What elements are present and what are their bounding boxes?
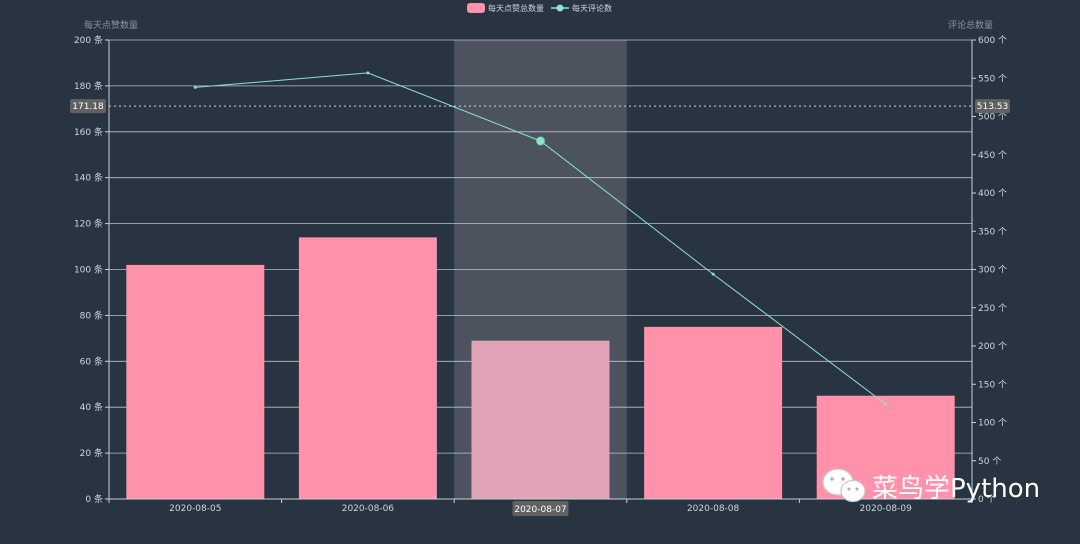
y-left-tick-label: 0 条 bbox=[85, 493, 103, 505]
y-right-axis-title: 评论总数量 bbox=[948, 19, 993, 31]
y-right-tick-label: 600 个 bbox=[978, 35, 1007, 46]
y-left-tick-label: 180 条 bbox=[74, 80, 103, 92]
y-left-tick-label: 100 条 bbox=[74, 264, 103, 276]
y-left-tick-label: 200 条 bbox=[74, 34, 103, 46]
y-left-tick-label: 20 条 bbox=[80, 447, 103, 459]
y-left-tick-label: 60 条 bbox=[80, 355, 103, 367]
x-tick-label: 2020-08-05 bbox=[169, 504, 221, 514]
y-right-tick-label: 500 个 bbox=[978, 112, 1007, 123]
y-left-tick-label: 80 条 bbox=[80, 309, 103, 321]
y-right-tick-label: 100 个 bbox=[978, 418, 1007, 429]
y-right-tick-label: 300 个 bbox=[978, 265, 1007, 276]
legend-line-marker[interactable] bbox=[556, 4, 564, 12]
y-left-axis-title: 每天点赞数量 bbox=[84, 19, 138, 31]
y-left-tick-label: 140 条 bbox=[74, 172, 103, 184]
x-tick-label: 2020-08-06 bbox=[342, 504, 395, 514]
watermark-text: 菜鸟学Python bbox=[872, 474, 1040, 504]
bar[interactable] bbox=[126, 264, 265, 499]
bar[interactable] bbox=[644, 326, 783, 499]
y-right-tick-label: 450 个 bbox=[978, 150, 1007, 161]
wechat-icon bbox=[822, 468, 866, 503]
legend-bar-label[interactable]: 每天点赞总数量 bbox=[488, 3, 544, 13]
y-right-tick-label: 200 个 bbox=[978, 341, 1007, 352]
legend-line-label[interactable]: 每天评论数 bbox=[572, 3, 612, 13]
bar[interactable] bbox=[298, 237, 437, 499]
line-point[interactable] bbox=[536, 136, 545, 146]
watermark: 菜鸟学Python bbox=[822, 468, 1040, 504]
crosshair-left-label: 171.18 bbox=[72, 102, 104, 112]
y-right-tick-label: 50 个 bbox=[978, 456, 1001, 467]
bar[interactable] bbox=[471, 340, 610, 499]
y-right-tick-label: 0 个 bbox=[978, 494, 996, 505]
y-left-tick-label: 160 条 bbox=[74, 126, 103, 138]
y-right-tick-label: 150 个 bbox=[978, 379, 1007, 390]
x-tick-label: 2020-08-08 bbox=[687, 504, 740, 514]
line-point[interactable] bbox=[366, 71, 370, 75]
line-point[interactable] bbox=[711, 272, 715, 276]
y-right-tick-label: 350 个 bbox=[978, 226, 1007, 237]
line-point[interactable] bbox=[193, 85, 197, 89]
crosshair-x-box bbox=[512, 501, 569, 516]
y-right-tick-label: 250 个 bbox=[978, 303, 1007, 314]
crosshair-right-label: 513.53 bbox=[977, 102, 1009, 112]
y-right-tick-label: 400 个 bbox=[978, 188, 1007, 199]
crosshair-right-box bbox=[975, 99, 1010, 114]
y-right-tick-label: 550 个 bbox=[978, 73, 1007, 84]
x-tick-label: 2020-08-09 bbox=[860, 504, 913, 514]
legend-bar-swatch[interactable] bbox=[467, 3, 485, 13]
crosshair-left-box bbox=[70, 99, 106, 114]
y-left-tick-label: 40 条 bbox=[80, 401, 103, 413]
y-left-tick-label: 120 条 bbox=[74, 218, 103, 230]
crosshair-x-label: 2020-08-07 bbox=[514, 505, 566, 515]
line-point[interactable] bbox=[884, 402, 888, 406]
